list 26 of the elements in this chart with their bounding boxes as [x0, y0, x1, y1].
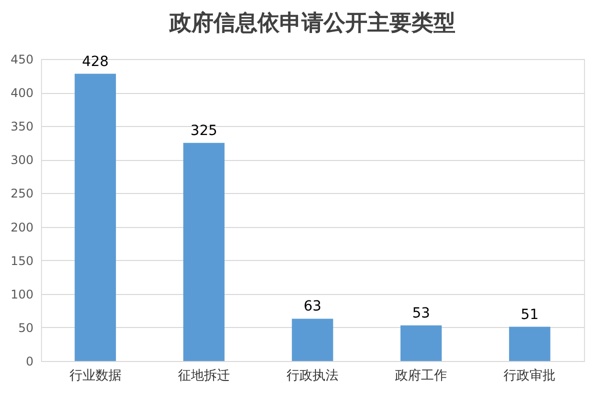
x-tick-label: 行政执法	[286, 368, 338, 384]
y-tick-label: 200	[10, 220, 34, 234]
data-label: 63	[304, 298, 322, 315]
data-label: 325	[190, 122, 218, 139]
y-tick-label: 150	[10, 254, 34, 268]
y-tick-label: 250	[10, 186, 34, 201]
bar	[509, 326, 550, 361]
x-tick-label: 征地拆迁	[178, 368, 230, 384]
x-tick-label: 行政审批	[504, 368, 556, 384]
y-tick-label: 300	[10, 153, 34, 168]
data-label: 51	[520, 306, 539, 323]
bar	[292, 318, 334, 361]
x-tick-label: 政府工作	[395, 368, 448, 384]
y-tick-label: 100	[10, 287, 34, 302]
x-tick-label: 行业数据	[69, 368, 122, 384]
y-tick-label: 50	[18, 320, 34, 335]
bar	[183, 142, 225, 361]
y-tick-label: 0	[26, 354, 34, 368]
bar	[400, 325, 442, 361]
chart-title: 政府信息依申请公开主要类型	[168, 10, 456, 36]
data-label: 428	[82, 54, 109, 70]
y-tick-label: 450	[10, 52, 34, 66]
bar	[74, 74, 116, 361]
data-label: 53	[412, 305, 430, 322]
y-tick-label: 400	[10, 86, 34, 100]
y-tick-label: 350	[10, 120, 34, 134]
